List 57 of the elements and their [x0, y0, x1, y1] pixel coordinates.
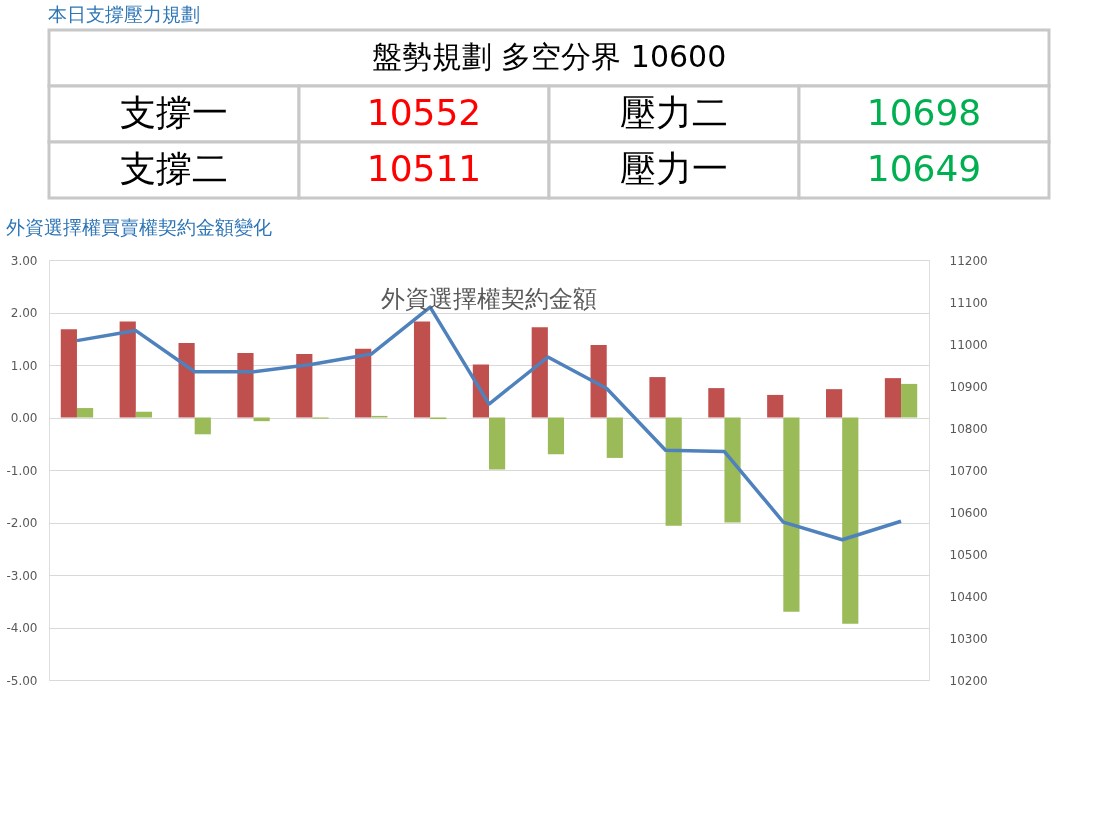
bar	[901, 383, 918, 418]
bar	[547, 417, 565, 455]
bar	[884, 378, 902, 418]
bar	[413, 321, 431, 418]
bar	[355, 348, 372, 418]
bar	[649, 377, 666, 418]
y2-tick-label: 10200	[949, 673, 988, 688]
text: 外資選擇權契約金額	[381, 285, 597, 313]
text: 10698	[866, 92, 982, 133]
bar	[119, 321, 136, 418]
bar	[194, 417, 211, 435]
y-tick-label: 2.00	[10, 306, 38, 320]
bar	[708, 388, 725, 418]
y-tick-label: 0.00	[10, 411, 38, 425]
text: 10552	[366, 92, 482, 133]
text: 10649	[866, 148, 982, 189]
y2-tick-label: 10400	[949, 589, 988, 604]
bar	[590, 345, 607, 418]
y2-tick-label: 10600	[949, 505, 988, 520]
text: 10511	[366, 148, 482, 189]
y-tick-label: -2.00	[6, 516, 38, 530]
y-tick-label: 1.00	[10, 358, 38, 373]
y2-tick-label: 10800	[949, 421, 988, 436]
text: 壓力一	[620, 148, 728, 189]
bar	[135, 411, 153, 418]
y2-tick-label: 11000	[949, 337, 988, 352]
y-tick-label: -4.00	[6, 621, 38, 635]
bar	[60, 329, 77, 418]
bar	[178, 342, 195, 418]
y-tick-label: -1.00	[6, 463, 38, 478]
y-tick-label: -3.00	[6, 568, 38, 583]
bar	[842, 417, 859, 624]
text: 盤勢規劃 多空分界 10600	[371, 39, 727, 74]
bar	[665, 417, 682, 526]
text: 支撐二	[120, 148, 228, 189]
text: 壓力二	[620, 92, 728, 133]
y-tick-label: -5.00	[6, 673, 38, 688]
bar	[606, 417, 623, 458]
bar	[724, 417, 741, 523]
y2-tick-label: 11100	[949, 295, 988, 310]
y2-tick-label: 10300	[949, 631, 988, 646]
bar	[489, 417, 506, 470]
y2-tick-label: 10500	[949, 547, 988, 562]
y2-tick-label: 11200	[949, 253, 988, 268]
bar	[783, 417, 800, 612]
bar	[825, 389, 843, 418]
text: 支撐一	[120, 92, 228, 133]
bar	[237, 352, 254, 418]
text: 本日支撐壓力規劃	[47, 2, 200, 25]
chart-title: 外資選擇權買賣權契約金額變化	[5, 216, 272, 238]
bar	[76, 408, 94, 418]
y-tick-label: 3.00	[10, 253, 38, 268]
y2-tick-label: 10900	[949, 379, 988, 394]
bar	[767, 394, 784, 418]
bar	[531, 327, 548, 418]
bar	[296, 353, 313, 418]
y2-tick-label: 10700	[949, 463, 988, 478]
